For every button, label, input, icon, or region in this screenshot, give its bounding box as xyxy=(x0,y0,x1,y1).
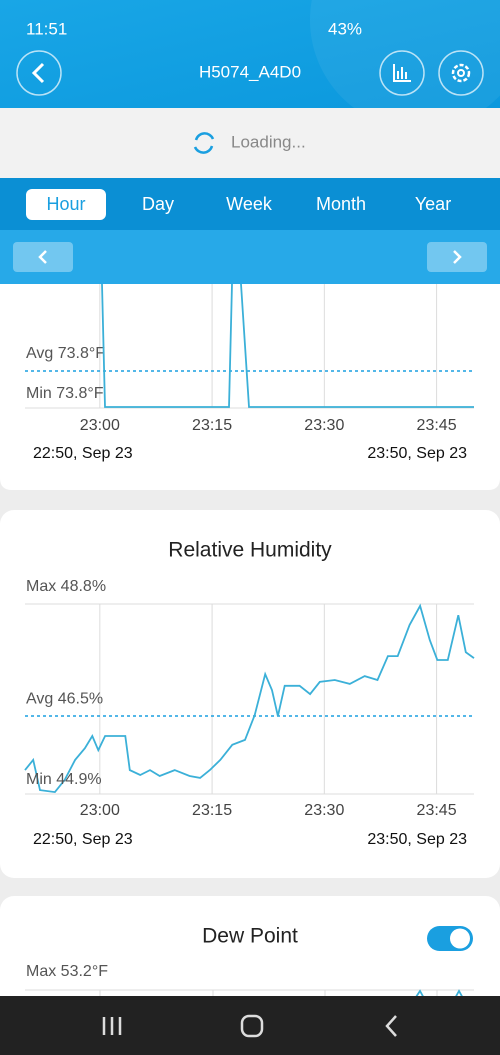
min-label: Min 44.9% xyxy=(26,771,102,788)
dew-toggle[interactable] xyxy=(427,926,473,951)
status-time: 11:51 xyxy=(26,19,67,38)
x-tick-label: 23:15 xyxy=(192,802,232,819)
loading-text: Loading... xyxy=(231,132,306,151)
nav-row xyxy=(0,230,500,284)
x-tick-label: 23:00 xyxy=(80,417,120,434)
nav-recent[interactable] xyxy=(102,1017,122,1035)
nav-back[interactable] xyxy=(385,1015,397,1037)
tab[interactable]: Hour xyxy=(46,194,85,214)
settings-button[interactable] xyxy=(438,50,484,96)
humidity-card xyxy=(0,510,500,878)
tab[interactable]: Month xyxy=(316,194,366,214)
max-label: Max 48.8% xyxy=(26,578,106,595)
loading-bar xyxy=(0,108,500,178)
x-tick-label: 23:45 xyxy=(417,417,457,434)
dew-grid-v xyxy=(99,990,438,1000)
dew-title: Dew Point xyxy=(202,925,298,948)
tab-selected-bg xyxy=(26,189,106,220)
avg-label: Avg 73.8°F xyxy=(26,345,105,362)
chart-button[interactable] xyxy=(379,50,425,96)
x-tick-label: 23:45 xyxy=(417,802,457,819)
x-tick-label: 23:00 xyxy=(80,802,120,819)
end-date: 23:50, Sep 23 xyxy=(367,445,467,462)
end-date: 23:50, Sep 23 xyxy=(367,831,467,848)
temperature-line xyxy=(101,283,474,408)
header-decor xyxy=(310,0,500,130)
x-tick-label: 23:30 xyxy=(304,802,344,819)
start-date: 22:50, Sep 23 xyxy=(33,445,133,462)
back-button[interactable] xyxy=(16,50,62,96)
header-title: H5074_A4D0 xyxy=(199,62,301,81)
tab[interactable]: Week xyxy=(226,194,273,214)
prev-button[interactable] xyxy=(13,242,73,272)
avg-label: Avg 46.5% xyxy=(26,690,103,707)
next-button[interactable] xyxy=(427,242,487,272)
system-nav xyxy=(0,996,500,1055)
loading-icon xyxy=(193,132,215,154)
x-tick-label: 23:30 xyxy=(304,417,344,434)
min-label: Min 73.8°F xyxy=(26,385,104,402)
start-date: 22:50, Sep 23 xyxy=(33,831,133,848)
temperature-card xyxy=(0,284,500,490)
x-tick-label: 23:15 xyxy=(192,417,232,434)
tab[interactable]: Year xyxy=(415,194,451,214)
humidity-line xyxy=(24,603,475,794)
status-battery: 43% xyxy=(328,19,362,38)
nav-home[interactable] xyxy=(240,1014,264,1038)
dew-max-label: Max 53.2°F xyxy=(26,963,108,980)
humidity-title: Relative Humidity xyxy=(168,539,332,562)
tab[interactable]: Day xyxy=(142,194,174,214)
